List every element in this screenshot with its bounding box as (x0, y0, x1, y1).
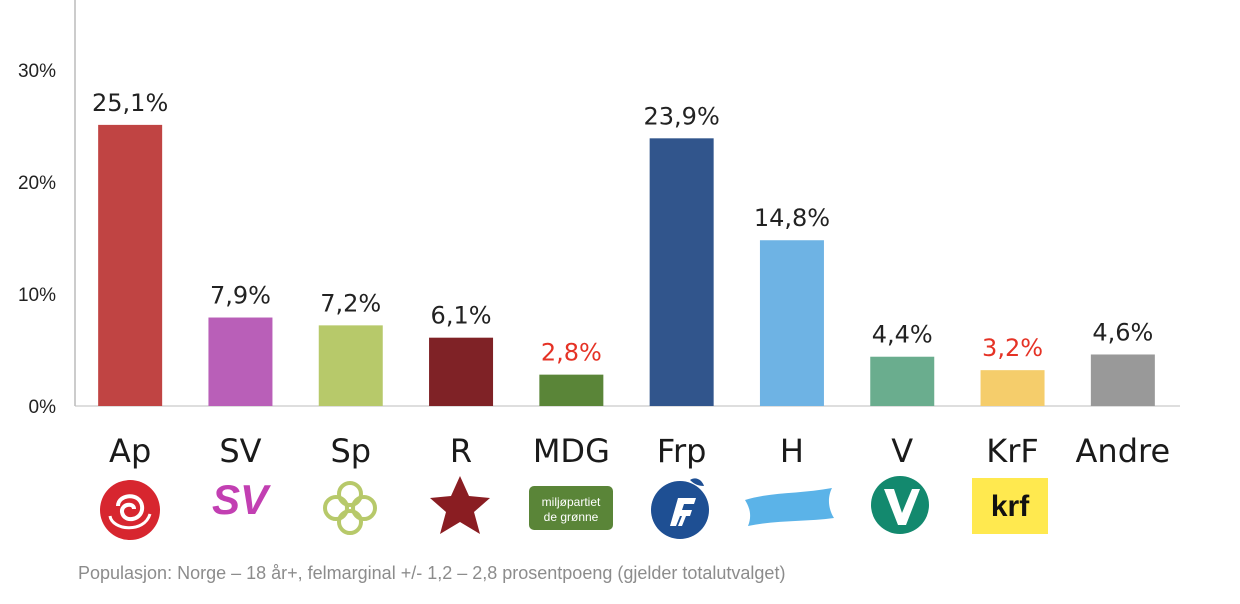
mdg-logo-icon: miljøpartiet de grønne (529, 486, 613, 530)
r-star-icon (430, 476, 490, 534)
party-logos: SV miljøpartiet de grønne (100, 476, 1048, 540)
mdg-logo-line1: miljøpartiet (542, 495, 601, 509)
frp-logo-icon (651, 478, 709, 539)
party-label-frp: Frp (657, 432, 707, 470)
v-logo-icon (871, 476, 929, 534)
bar-krf (980, 370, 1045, 406)
value-label-h: 14,8% (754, 204, 830, 232)
bar-v (870, 356, 935, 406)
value-label-r: 6,1% (431, 302, 492, 330)
y-tick-label: 10% (18, 285, 56, 306)
bar-sp (318, 325, 383, 406)
party-label-sp: Sp (330, 432, 371, 470)
krf-logo-icon: krf (972, 478, 1048, 534)
sv-logo-icon: SV (212, 476, 271, 523)
sp-clover-icon (323, 481, 377, 535)
h-flag-icon (745, 488, 834, 526)
bar-sv (208, 317, 273, 406)
value-label-sv: 7,9% (210, 282, 271, 310)
ap-rose-icon (100, 480, 160, 540)
y-tick-label: 20% (18, 173, 56, 194)
party-label-sv: SV (219, 432, 261, 470)
y-tick-label: 0% (29, 397, 57, 418)
party-label-mdg: MDG (533, 432, 610, 470)
y-tick-label: 30% (18, 61, 56, 82)
bar-h (759, 240, 824, 406)
bar-r (429, 337, 494, 406)
bars (98, 124, 1155, 406)
party-labels: Ap SV Sp R MDG Frp H V KrF Andre (109, 432, 1170, 470)
bar-frp (649, 138, 714, 406)
value-label-ap: 25,1% (92, 89, 168, 117)
footnote: Populasjon: Norge – 18 år+, felmarginal … (78, 563, 786, 583)
bar-chart: 0% 10% 20% 30% 25,1% 7,9% 7,2% 6,1% 2,8% 23,9% 14… (18, 0, 1180, 540)
party-label-h: H (780, 432, 804, 470)
value-label-krf: 3,2% (982, 334, 1043, 362)
value-labels: 25,1% 7,9% 7,2% 6,1% 2,8% 23,9% 14,8% 4,4% 3,2% 4… (92, 89, 1153, 367)
bar-mdg (539, 374, 604, 406)
party-label-r: R (450, 432, 472, 470)
value-label-v: 4,4% (872, 321, 933, 349)
party-label-andre: Andre (1076, 432, 1171, 470)
party-label-krf: KrF (986, 432, 1039, 470)
value-label-andre: 4,6% (1092, 318, 1153, 346)
mdg-logo-line2: de grønne (544, 510, 599, 524)
party-label-v: V (891, 432, 913, 470)
bar-ap (98, 124, 163, 406)
value-label-mdg: 2,8% (541, 339, 602, 367)
party-label-ap: Ap (109, 432, 151, 470)
bar-andre (1090, 354, 1155, 406)
value-label-sp: 7,2% (320, 289, 381, 317)
sv-logo-text: SV (212, 476, 271, 523)
value-label-frp: 23,9% (644, 102, 720, 130)
krf-logo-text: krf (991, 490, 1030, 523)
